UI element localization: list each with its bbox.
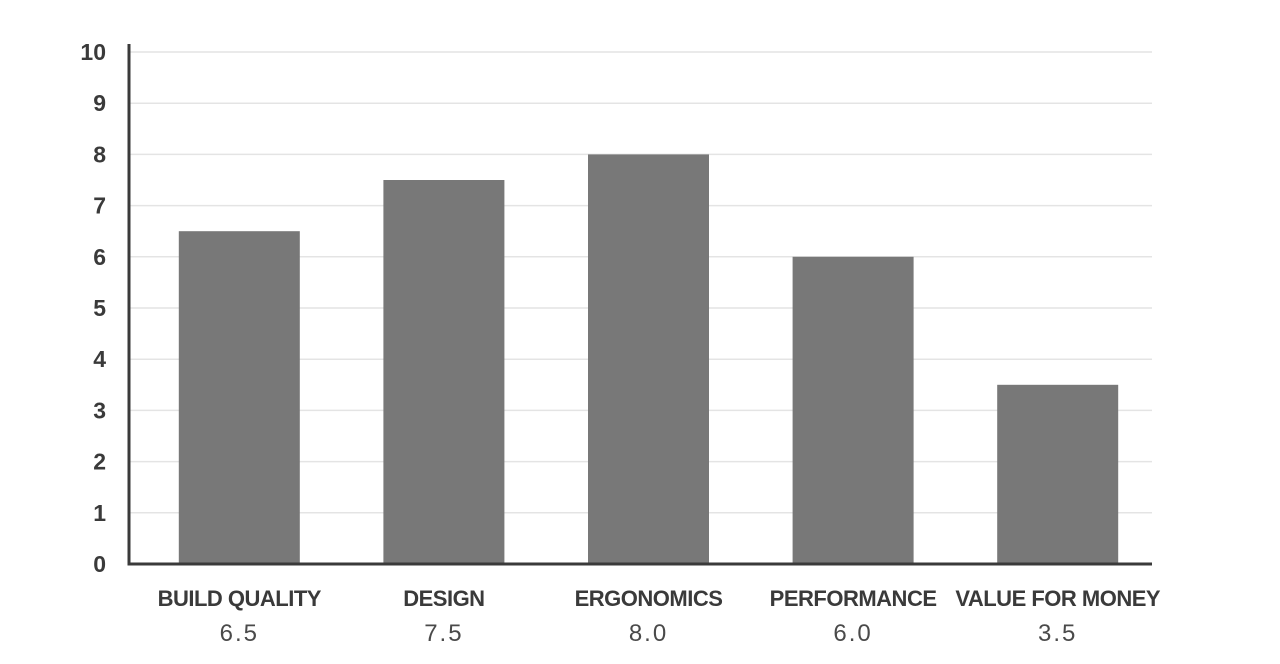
value-label: 6.5 (220, 620, 259, 647)
y-tick-label-2: 2 (93, 449, 106, 475)
y-tick-label-0: 0 (93, 551, 106, 577)
value-label: 6.0 (833, 620, 872, 647)
value-labels: 6.5 7.5 8.0 6.0 3.5 (220, 620, 1077, 647)
y-tick-label-7: 7 (93, 193, 106, 219)
y-tick-label-6: 6 (93, 244, 106, 270)
y-tick-label-9: 9 (93, 90, 106, 116)
y-tick-label-8: 8 (93, 141, 106, 167)
y-tick-labels: 0 1 2 3 4 5 6 7 8 9 10 (80, 39, 106, 577)
bars (178, 154, 1119, 564)
category-label: PERFORMANCE (770, 586, 937, 611)
category-label: DESIGN (403, 586, 484, 611)
axes (127, 44, 1152, 566)
y-tick-label-1: 1 (93, 500, 106, 526)
category-labels: BUILD QUALITY DESIGN ERGONOMICS PERFORMANCE… (158, 586, 1162, 611)
bar-build-quality (178, 231, 300, 564)
category-label: BUILD QUALITY (158, 586, 322, 611)
y-tick-label-10: 10 (80, 39, 106, 65)
y-tick-label-4: 4 (93, 346, 106, 372)
value-label: 7.5 (424, 620, 463, 647)
value-label: 3.5 (1038, 620, 1077, 647)
value-label: 8.0 (629, 620, 668, 647)
bar-design (383, 180, 505, 564)
category-label: ERGONOMICS (575, 586, 723, 611)
bar-value-for-money (997, 384, 1119, 564)
category-label: VALUE FOR MONEY (955, 586, 1161, 611)
y-tick-label-3: 3 (93, 397, 106, 423)
y-tick-label-5: 5 (93, 295, 106, 321)
bar-performance (792, 256, 914, 564)
bar-ergonomics (588, 154, 709, 564)
